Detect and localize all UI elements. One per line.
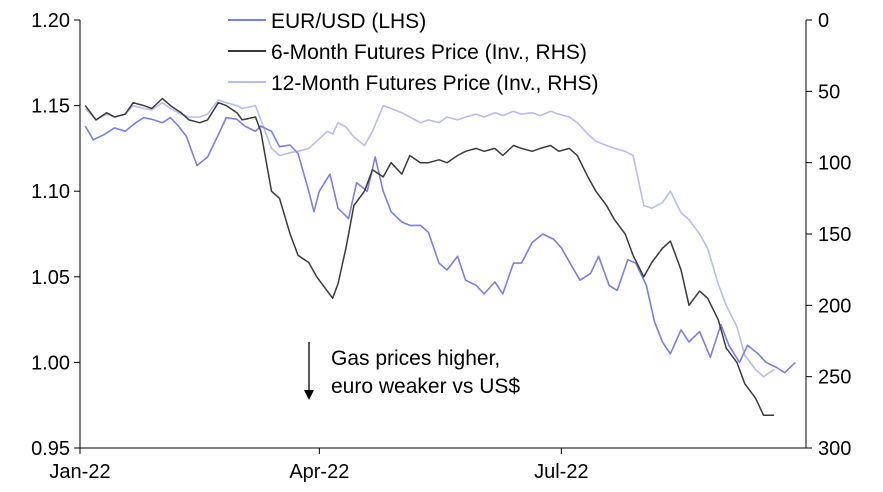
right-tick-label: 250 [818,367,851,389]
annotation: Gas prices higher, euro weaker vs US$ [304,342,520,400]
series-line-2 [84,99,775,378]
right-tick-label: 300 [818,438,851,460]
x-tick-label: Jul-22 [534,461,588,483]
x-tick-label: Apr-22 [289,461,349,483]
series-line-0 [84,116,796,374]
x-tick-label: Jan-22 [49,461,110,483]
right-tick-label: 100 [818,153,851,175]
legend-label-0: EUR/USD (LHS) [271,10,426,33]
left-tick-label: 1.20 [31,10,70,32]
left-tick-label: 0.95 [31,438,70,460]
annotation-line-0: Gas prices higher, [331,347,500,370]
left-tick-label: 1.05 [31,267,70,289]
series-layer [84,97,796,416]
legend: EUR/USD (LHS) 6-Month Futures Price (Inv.… [228,10,599,95]
left-tick-label: 1.15 [31,96,70,118]
right-tick-label: 0 [818,10,829,32]
annotation-arrow-head [304,390,314,400]
series-line-1 [84,97,775,416]
right-tick-label: 50 [818,81,840,103]
left-tick-label: 1.10 [31,181,70,203]
legend-label-2: 12-Month Futures Price (Inv., RHS) [271,72,599,95]
left-tick-label: 1.00 [31,352,70,374]
axes-layer: 1.20 1.15 1.10 1.05 1.00 0.95 0 50 100 150 200 250 3… [31,10,851,483]
annotation-line-1: euro weaker vs US$ [331,375,520,398]
legend-label-1: 6-Month Futures Price (Inv., RHS) [271,41,587,64]
right-tick-label: 150 [818,224,851,246]
right-tick-label: 200 [818,295,851,317]
